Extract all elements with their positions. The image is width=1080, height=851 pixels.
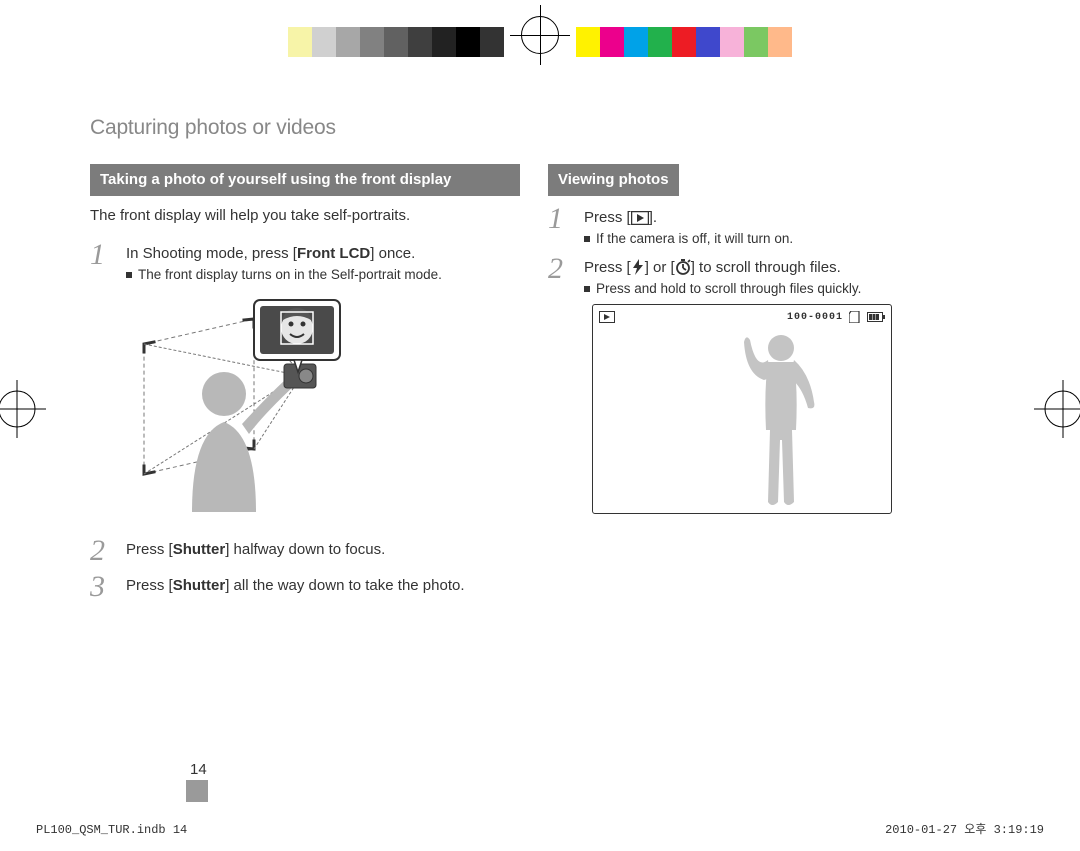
bullet-icon <box>584 286 590 292</box>
battery-icon <box>867 312 885 322</box>
person-silhouette <box>736 330 826 510</box>
step-text2: ] or [ <box>645 259 675 276</box>
step-number: 2 <box>548 254 570 298</box>
step-body: Press [Shutter] all the way down to take… <box>126 572 465 602</box>
page-title: Capturing photos or videos <box>90 116 1052 140</box>
step-body: In Shooting mode, press [Front LCD] once… <box>126 240 442 284</box>
columns: Taking a photo of yourself using the fro… <box>90 164 990 608</box>
reg-target-right <box>1034 380 1080 438</box>
timer-icon <box>675 259 691 275</box>
sd-icon <box>849 311 861 323</box>
footer-left: PL100_QSM_TUR.indb 14 <box>36 823 187 837</box>
page: Capturing photos or videos Taking a phot… <box>28 88 1052 808</box>
step-text-bold: Front LCD <box>297 245 370 262</box>
flash-icon <box>631 259 645 275</box>
step-body: Press []. If the camera is off, it will … <box>584 204 793 248</box>
right-section-header: Viewing photos <box>548 164 679 196</box>
step: 3 Press [Shutter] all the way down to ta… <box>90 572 520 602</box>
page-tab <box>186 780 208 802</box>
step: 2 Press [ ] or [ ] to scroll through files… <box>548 254 978 298</box>
step-body: Press [] or [] to scroll through files. … <box>584 254 861 298</box>
bullet-icon <box>584 236 590 242</box>
play-icon <box>631 211 649 225</box>
reg-colors-right <box>576 27 816 57</box>
left-column: Taking a photo of yourself using the fro… <box>90 164 520 608</box>
reg-target-left <box>0 380 46 438</box>
step-text-pre: In Shooting mode, press [ <box>126 245 297 262</box>
left-section-header: Taking a photo of yourself using the fro… <box>90 164 520 196</box>
step-sub-text: If the camera is off, it will turn on. <box>596 230 793 248</box>
step: 2 Press [Shutter] halfway down to focus. <box>90 536 520 566</box>
view-frame: 100-0001 <box>592 304 892 514</box>
frame-label: 100-0001 <box>787 312 843 323</box>
self-portrait-illustration <box>134 294 364 524</box>
step-text-post: ] once. <box>370 245 415 262</box>
step-number: 1 <box>90 240 112 284</box>
play-icon <box>599 311 615 323</box>
footer-right: 2010-01-27 오후 3:19:19 <box>885 820 1044 837</box>
step-number: 1 <box>548 204 570 248</box>
step-sub-text: Press and hold to scroll through files q… <box>596 280 861 298</box>
step-sub-text: The front display turns on in the Self-p… <box>138 266 442 284</box>
step-sub: Press and hold to scroll through files q… <box>584 280 861 298</box>
step-text: Press [ <box>584 259 631 276</box>
step-sub: The front display turns on in the Self-p… <box>126 266 442 284</box>
reg-colors-left <box>264 27 504 57</box>
step-text-post: ] halfway down to focus. <box>225 541 385 558</box>
right-column: Viewing photos 1 Press []. If the camera… <box>548 164 978 608</box>
step-text-pre: Press [ <box>126 577 173 594</box>
step-number: 2 <box>90 536 112 566</box>
bullet-icon <box>126 272 132 278</box>
step-body: Press [Shutter] halfway down to focus. <box>126 536 385 566</box>
step-number: 3 <box>90 572 112 602</box>
step-text-post: ] all the way down to take the photo. <box>225 577 464 594</box>
step-text-pre: Press [ <box>126 541 173 558</box>
step-text2: ]. <box>649 209 657 226</box>
page-number: 14 <box>190 761 207 778</box>
step-sub: If the camera is off, it will turn on. <box>584 230 793 248</box>
reg-target-center <box>510 5 570 65</box>
step-text-bold: Shutter <box>173 577 226 594</box>
step-text3: ] to scroll through files. <box>691 259 841 276</box>
view-frame-topbar: 100-0001 <box>599 311 885 323</box>
step-text-bold: Shutter <box>173 541 226 558</box>
step: 1 In Shooting mode, press [Front LCD] on… <box>90 240 520 284</box>
left-intro: The front display will help you take sel… <box>90 206 520 226</box>
registration-bar <box>0 24 1080 60</box>
step-text: Press [ <box>584 209 631 226</box>
step: 1 Press []. If the camera is off, it wil… <box>548 204 978 248</box>
